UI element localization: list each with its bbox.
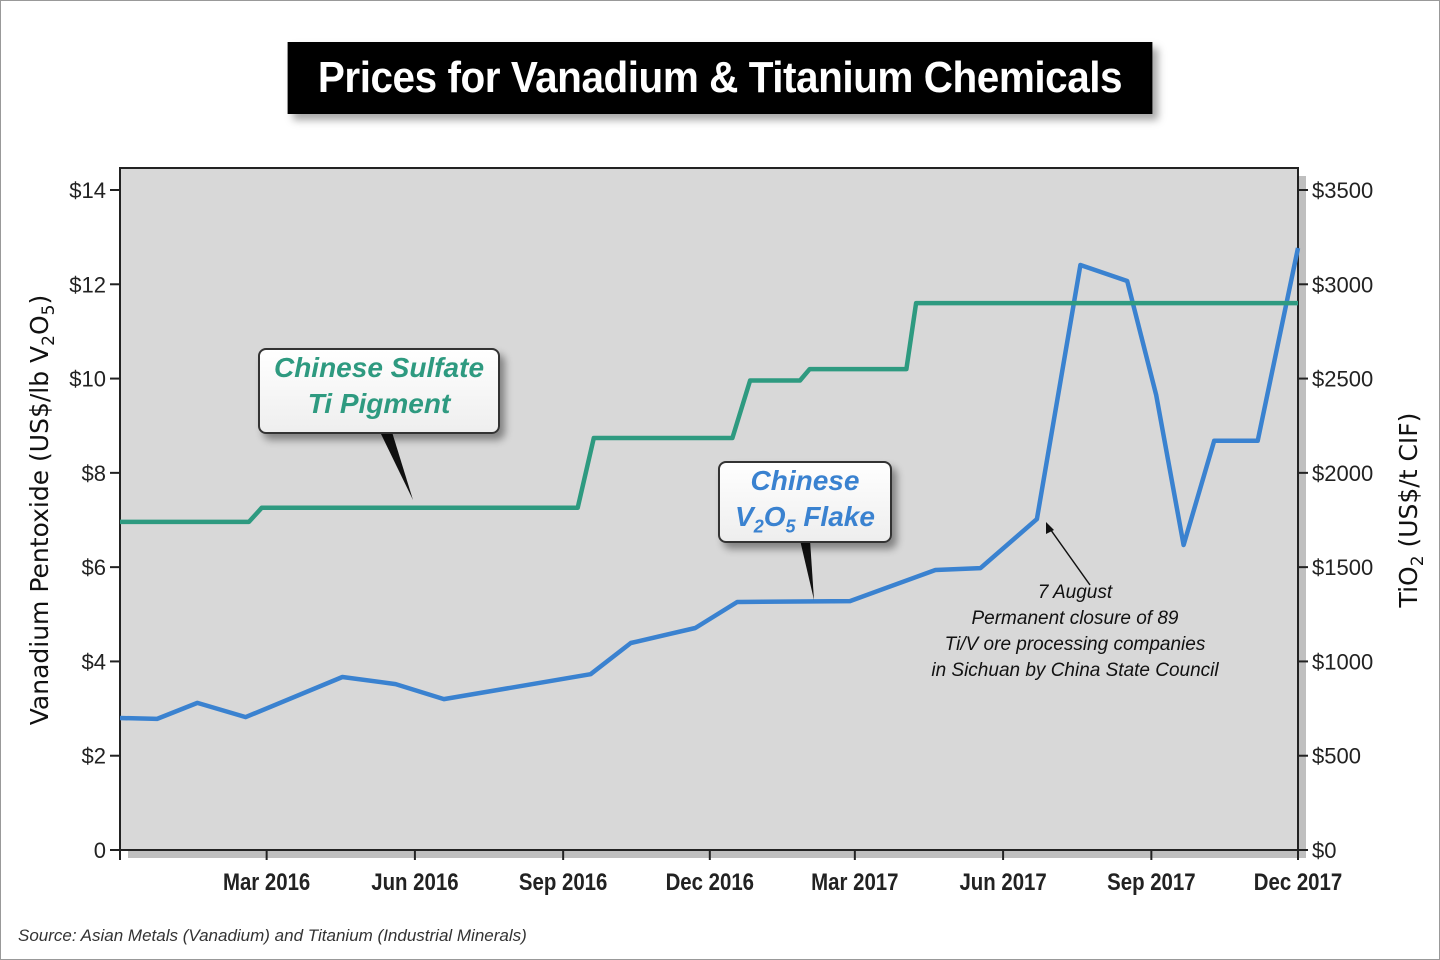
v-callout-line1: Chinese	[750, 465, 860, 496]
left-tick-label: $2	[82, 744, 106, 769]
right-tick-label: $2500	[1312, 367, 1373, 392]
x-tick-label: Mar 2017	[811, 868, 898, 895]
ti-pigment-line	[120, 300, 1298, 525]
right-tick-label: $3000	[1312, 272, 1373, 297]
v-callout-line2: V2O5 Flake	[735, 501, 875, 537]
ti-callout-line2: Ti Pigment	[307, 388, 451, 419]
right-tick-label: $500	[1312, 744, 1361, 769]
right-tick-label: $1000	[1312, 649, 1373, 674]
chart-title: Prices for Vanadium & Titanium Chemicals	[287, 42, 1153, 114]
note-line4: in Sichuan by China State Council	[931, 660, 1219, 681]
note-line2: Permanent closure of 89	[971, 608, 1179, 629]
note-arrowhead	[1046, 522, 1054, 534]
x-tick-label: Jun 2017	[959, 868, 1046, 895]
x-tick-label: Dec 2017	[1254, 868, 1342, 895]
left-tick-label: $8	[82, 461, 106, 486]
closure-note: 7 August Permanent closure of 89 Ti/V or…	[905, 580, 1245, 684]
left-tick-label: $10	[69, 367, 106, 392]
left-tick-label: $4	[82, 649, 106, 674]
right-axis-title: TiO2 (US$/t CIF)	[1394, 413, 1428, 609]
x-tick-label: Sep 2016	[519, 868, 607, 895]
note-line3: Ti/V ore processing companies	[944, 634, 1206, 655]
x-tick-label: Sep 2017	[1107, 868, 1195, 895]
right-tick-label: $0	[1312, 838, 1336, 863]
left-tick-label: $14	[69, 178, 106, 203]
v2o5-flake-callout: Chinese V2O5 Flake	[718, 461, 892, 543]
right-tick-label: $1500	[1312, 555, 1373, 580]
ti-callout-pointer	[380, 432, 413, 500]
note-line1: 7 August	[1037, 582, 1113, 603]
ti-callout-line1: Chinese Sulfate	[273, 352, 485, 383]
left-tick-label: $6	[82, 555, 106, 580]
x-tick-label: Mar 2016	[223, 868, 310, 895]
left-axis-title: Vanadium Pentoxide (US$/lb V2O5)	[25, 295, 59, 726]
left-tick-label: 0	[94, 838, 106, 863]
x-tick-label: Jun 2016	[371, 868, 458, 895]
right-tick-label: $2000	[1312, 461, 1373, 486]
x-tick-label: Dec 2016	[666, 868, 754, 895]
v-callout-pointer	[800, 540, 814, 600]
right-tick-label: $3500	[1312, 178, 1373, 203]
v2o5-flake-line	[119, 247, 1301, 722]
note-arrow	[1047, 525, 1091, 586]
left-tick-label: $12	[69, 272, 106, 297]
ti-pigment-callout: Chinese Sulfate Ti Pigment	[258, 348, 500, 434]
source-note: Source: Asian Metals (Vanadium) and Tita…	[18, 926, 527, 945]
